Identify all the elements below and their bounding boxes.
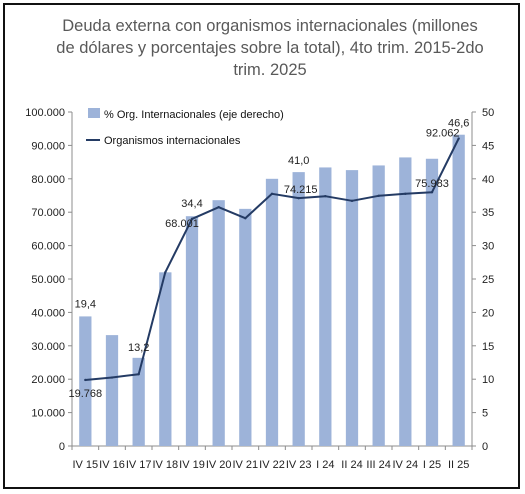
line-point — [350, 199, 354, 203]
data-label: 41,0 — [288, 155, 309, 167]
bar — [425, 158, 439, 446]
data-label: 19.768 — [69, 388, 103, 400]
left-axis-tick-label: 10.000 — [31, 408, 65, 420]
x-axis-tick-label: IV 19 — [179, 459, 205, 471]
left-axis-tick-label: 90.000 — [31, 140, 65, 152]
left-axis-tick-label: 60.000 — [31, 241, 65, 253]
bar — [399, 157, 412, 446]
x-axis-tick-label: II 24 — [341, 459, 362, 471]
data-label: 75.983 — [415, 178, 449, 190]
chart-title-line-2: de dólares y porcentajes sobre la total)… — [56, 39, 483, 57]
x-axis-tick-label: IV 17 — [126, 459, 152, 471]
line-point — [244, 217, 247, 220]
data-label: 13,2 — [128, 342, 149, 354]
x-axis-tick-label: III 24 — [366, 459, 390, 471]
right-axis-tick-label: 5 — [482, 408, 488, 420]
x-axis-tick-label: IV 18 — [152, 459, 178, 471]
legend-swatch-bar — [88, 108, 100, 118]
axes: 0 10.000 20.000 30.000 40.000 50.000 60.000 70.… — [25, 107, 494, 471]
line-point — [404, 192, 407, 196]
bar — [292, 172, 305, 446]
line-point — [110, 376, 114, 379]
bar-series — [79, 134, 465, 447]
legend-label-bar: % Org. Internacionales (eje derecho) — [104, 109, 284, 121]
x-axis-tick-label: IV 16 — [99, 459, 125, 471]
left-axis-tick-label: 50.000 — [31, 274, 65, 286]
line-series — [84, 137, 460, 382]
right-axis-tick-label: 10 — [482, 374, 494, 386]
left-axis-tick-label: 70.000 — [31, 207, 65, 219]
right-axis-tick-label: 30 — [482, 241, 494, 253]
legend: % Org. Internacionales (eje derecho) Org… — [86, 108, 284, 147]
line-point — [137, 372, 140, 376]
left-axis-tick-label: 40.000 — [31, 307, 65, 319]
line-point — [297, 196, 300, 200]
x-axis-tick-label: I 24 — [316, 459, 334, 471]
left-axis-tick-label: 20.000 — [31, 374, 65, 386]
right-axis-tick-label: 35 — [482, 207, 494, 219]
data-label: 19,4 — [75, 298, 96, 310]
right-axis-tick-label: 20 — [482, 307, 494, 319]
x-axis-tick-label: II 25 — [448, 459, 469, 471]
line-point — [217, 205, 220, 209]
data-label: 34,4 — [181, 198, 202, 210]
chart-title-line-1: Deuda externa con organismos internacion… — [62, 17, 477, 35]
bar — [372, 165, 385, 446]
right-axis-tick-label: 40 — [482, 174, 494, 186]
chart-title-line-3: trim. 2025 — [233, 61, 306, 79]
bar — [319, 167, 332, 446]
right-axis-tick-label: 0 — [482, 441, 488, 453]
right-axis-tick-label: 50 — [482, 107, 494, 119]
line-point — [190, 217, 194, 221]
data-label: 92.062 — [426, 128, 460, 140]
right-axis-tick-label: 15 — [482, 341, 494, 353]
bar — [79, 316, 92, 446]
bar — [105, 335, 119, 446]
bar — [185, 216, 199, 446]
left-axis-tick-label: 80.000 — [31, 174, 65, 186]
bar — [132, 357, 145, 446]
line-point — [84, 378, 87, 382]
x-axis-tick-label: IV 21 — [232, 459, 258, 471]
line-point — [164, 271, 167, 274]
bar — [345, 170, 359, 446]
x-axis-tick-label: I 25 — [423, 459, 441, 471]
left-axis-tick-label: 30.000 — [31, 341, 65, 353]
x-axis-tick-label: IV 22 — [259, 459, 285, 471]
bar — [265, 178, 279, 447]
right-axis-tick-label: 25 — [482, 274, 494, 286]
line-point — [270, 192, 274, 196]
data-label: 46,6 — [448, 118, 469, 130]
data-label: 74.215 — [284, 184, 318, 196]
bar — [212, 200, 225, 446]
bar — [239, 208, 252, 446]
x-axis-tick-label: IV 15 — [72, 459, 98, 471]
legend-label-line: Organismos internacionales — [104, 135, 241, 147]
bar — [159, 272, 172, 446]
left-axis-tick-label: 0 — [59, 441, 65, 453]
x-axis-tick-label: IV 20 — [206, 459, 232, 471]
data-labels: 19,4 13,2 34,4 41,0 46,6 19.768 68.001 74.215 75… — [69, 118, 470, 400]
line-point — [324, 194, 327, 198]
bar — [452, 134, 465, 446]
right-axis-tick-label: 45 — [482, 140, 494, 152]
x-axis-tick-label: IV 24 — [392, 459, 418, 471]
left-axis-tick-label: 100.000 — [25, 107, 65, 119]
x-axis-tick-label: IV 23 — [286, 459, 312, 471]
chart-title: Deuda externa con organismos internacion… — [56, 17, 483, 79]
data-label: 68.001 — [165, 218, 199, 230]
line-point — [377, 194, 380, 198]
line-point — [430, 191, 434, 194]
line-point — [457, 137, 460, 140]
